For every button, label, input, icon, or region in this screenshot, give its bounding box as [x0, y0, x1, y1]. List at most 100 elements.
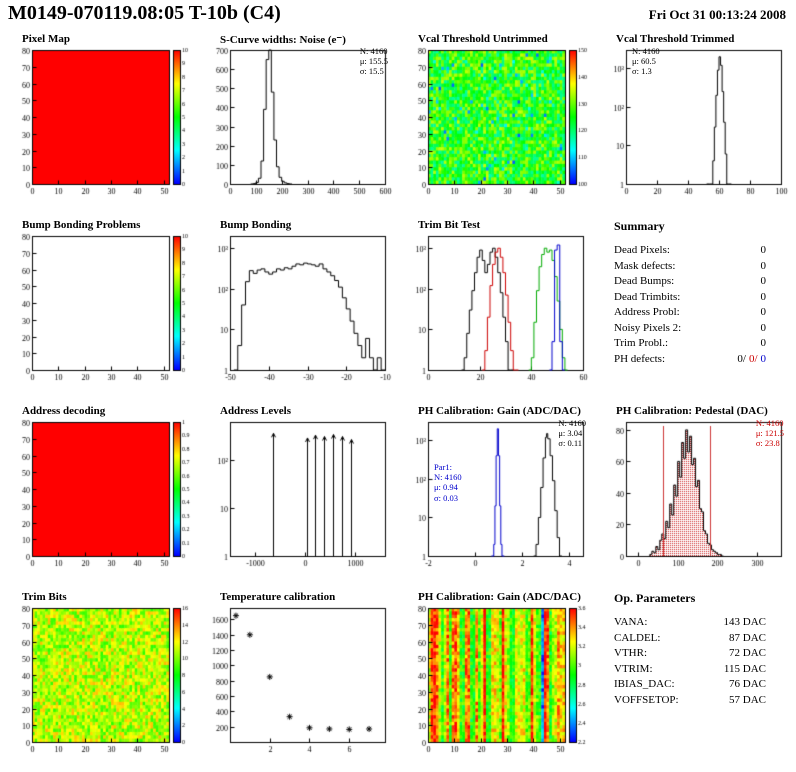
chart-title: Pixel Map: [22, 33, 70, 45]
panel-summary: Summary Dead Pixels: 0 Mask defects: 0 Dea…: [600, 214, 796, 400]
summary-row: Dead Bumps: 0: [614, 274, 766, 290]
pixel-map-chart: [6, 47, 196, 197]
op-parameter-row: VANA: 143 DAC: [614, 615, 766, 631]
stats-box: N: 4160 μ: 3.04 σ: 0.11: [558, 418, 586, 449]
panel-trim-bit-test: Trim Bit Test: [402, 214, 600, 400]
chart-title: Vcal Threshold Trimmed: [616, 33, 735, 45]
chart-title: Trim Bits: [22, 591, 67, 603]
chart-title: S-Curve widths: Noise (e⁻): [220, 34, 346, 46]
summary-value: 0: [760, 321, 767, 334]
stats-box: N: 4160 μ: 60.5 σ: 1.3: [632, 46, 660, 77]
panel-ph-gain-histogram: PH Calibration: Gain (ADC/DAC) N: 4160 μ:…: [402, 400, 600, 586]
chart-title: Temperature calibration: [220, 591, 336, 603]
chart-title: Vcal Threshold Untrimmed: [418, 33, 548, 45]
panel-scurve-noise: S-Curve widths: Noise (e⁻) N: 4160 μ: 155…: [204, 28, 402, 214]
bump-bonding-chart: [204, 233, 394, 383]
stats-box: N: 4160 μ: 121.5 σ: 23.8: [755, 418, 784, 449]
op-parameter-label: VTRIM:: [614, 662, 653, 675]
summary-label: Trim Probl.:: [614, 337, 669, 349]
summary-row: Noisy Pixels 2: 0: [614, 321, 766, 337]
summary-value: 0: [760, 306, 767, 318]
summary-row: Mask defects: 0: [614, 259, 766, 275]
summary-value: 0: [760, 244, 767, 256]
vcal-untrimmed-chart: [402, 47, 592, 197]
ph-gain-map-chart: [402, 605, 592, 755]
summary-title: Summary: [614, 219, 665, 233]
ph-defects-v3: 0: [760, 352, 767, 365]
panel-ph-pedestal: PH Calibration: Pedestal (DAC) N: 4160 μ:…: [600, 400, 796, 586]
bump-bonding-problems-chart: [6, 233, 196, 383]
summary-row: Dead Trimbits: 0: [614, 290, 766, 306]
panel-ph-gain-map: PH Calibration: Gain (ADC/DAC): [402, 586, 600, 772]
trim-bit-test-chart: [402, 233, 592, 383]
ph-defects-v2: 0/: [748, 352, 758, 365]
address-levels-chart: [204, 419, 394, 569]
chart-title: Address decoding: [22, 405, 106, 417]
op-parameter-value: 76 DAC: [729, 678, 766, 690]
ph-defects-v1: 0/: [737, 352, 746, 365]
header: M0149-070119.08:05 T-10b (C4) Fri Oct 31…: [0, 0, 796, 26]
panel-pixel-map: Pixel Map: [6, 28, 204, 214]
stats-box: N: 4160 μ: 155.5 σ: 15.5: [359, 46, 388, 77]
summary-label: Noisy Pixels 2:: [614, 321, 682, 334]
op-parameter-label: VTHR:: [614, 647, 647, 659]
summary-label: Address Probl:: [614, 306, 680, 318]
summary-row-ph-defects: PH defects: 0/0/0: [614, 352, 766, 368]
summary-row: Dead Pixels: 0: [614, 243, 766, 259]
ph-gain-histogram-chart: [402, 419, 592, 569]
op-parameter-value: 72 DAC: [729, 647, 766, 659]
summary-label: Dead Trimbits:: [614, 290, 681, 303]
summary-row: Trim Probl.: 0: [614, 336, 766, 352]
summary-row: Address Probl: 0: [614, 305, 766, 321]
op-parameter-label: VOFFSETOP:: [614, 693, 679, 706]
op-parameters-title: Op. Parameters: [614, 591, 696, 605]
op-parameter-value: 57 DAC: [729, 693, 766, 706]
panel-bump-bonding: Bump Bonding: [204, 214, 402, 400]
panel-temperature-calibration: Temperature calibration: [204, 586, 402, 772]
ph-defects-values: 0/0/0: [734, 352, 766, 368]
op-parameter-label: VANA:: [614, 616, 648, 628]
panel-trim-bits: Trim Bits: [6, 586, 204, 772]
ph-pedestal-chart: [600, 419, 790, 569]
summary-label: PH defects:: [614, 352, 666, 365]
op-parameter-label: IBIAS_DAC:: [614, 678, 675, 690]
summary-label: Dead Pixels:: [614, 244, 670, 256]
op-parameter-row: IBIAS_DAC: 76 DAC: [614, 677, 766, 693]
op-parameter-row: VTHR: 72 DAC: [614, 646, 766, 662]
summary-value: 0: [760, 275, 767, 287]
summary-value: 0: [760, 337, 767, 349]
panel-address-decoding: Address decoding: [6, 400, 204, 586]
summary-value: 0: [760, 290, 767, 303]
panel-bump-bonding-problems: Bump Bonding Problems: [6, 214, 204, 400]
scurve-noise-chart: [204, 47, 394, 197]
plot-grid: Pixel Map S-Curve widths: Noise (e⁻) N: …: [6, 28, 796, 772]
chart-title: PH Calibration: Pedestal (DAC): [616, 405, 768, 417]
op-parameter-label: CALDEL:: [614, 631, 661, 644]
panel-vcal-trimmed: Vcal Threshold Trimmed N: 4160 μ: 60.5 σ: …: [600, 28, 796, 214]
panel-vcal-untrimmed: Vcal Threshold Untrimmed: [402, 28, 600, 214]
op-parameter-value: 143 DAC: [723, 616, 766, 628]
summary-value: 0: [760, 259, 767, 272]
panel-op-parameters: Op. Parameters VANA: 143 DAC CALDEL: 87 DA…: [600, 586, 796, 772]
trim-bits-chart: [6, 605, 196, 755]
summary-label: Dead Bumps:: [614, 275, 675, 287]
op-parameter-row: VOFFSETOP: 57 DAC: [614, 693, 766, 709]
vcal-trimmed-chart: [600, 47, 790, 197]
chart-title: Address Levels: [220, 405, 291, 417]
chart-title: Trim Bit Test: [418, 219, 481, 231]
chart-title: Bump Bonding: [220, 219, 292, 231]
op-parameter-value: 115 DAC: [723, 662, 766, 675]
chart-title: PH Calibration: Gain (ADC/DAC): [418, 405, 581, 417]
temperature-calibration-chart: [204, 605, 394, 755]
summary-label: Mask defects:: [614, 259, 676, 272]
op-parameter-row: VTRIM: 115 DAC: [614, 662, 766, 678]
chart-title: PH Calibration: Gain (ADC/DAC): [418, 591, 581, 603]
op-parameter-row: CALDEL: 87 DAC: [614, 631, 766, 647]
op-parameter-value: 87 DAC: [729, 631, 766, 644]
page-title: M0149-070119.08:05 T-10b (C4): [8, 2, 281, 24]
stats-box: Par1: N: 4160 μ: 0.94 σ: 0.03: [434, 462, 462, 503]
timestamp: Fri Oct 31 00:13:24 2008: [648, 7, 786, 22]
chart-title: Bump Bonding Problems: [22, 219, 141, 231]
address-decoding-chart: [6, 419, 196, 569]
panel-address-levels: Address Levels: [204, 400, 402, 586]
